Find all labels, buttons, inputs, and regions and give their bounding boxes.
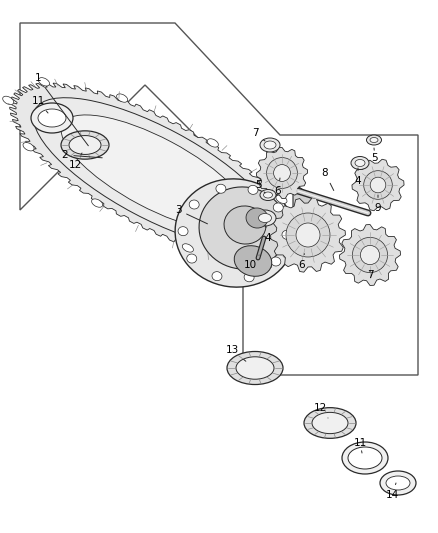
Polygon shape (271, 198, 346, 272)
Ellipse shape (312, 413, 348, 434)
Ellipse shape (175, 179, 295, 287)
Text: 7: 7 (252, 128, 265, 141)
Polygon shape (256, 148, 307, 199)
Ellipse shape (267, 158, 297, 188)
Ellipse shape (264, 192, 272, 198)
Ellipse shape (364, 171, 392, 199)
Text: 9: 9 (374, 195, 381, 213)
Text: 7: 7 (367, 270, 373, 280)
Ellipse shape (234, 246, 272, 276)
Ellipse shape (261, 260, 272, 268)
Ellipse shape (236, 357, 274, 379)
Text: 4: 4 (355, 168, 361, 186)
Ellipse shape (199, 187, 287, 269)
Text: 2: 2 (62, 150, 102, 160)
Ellipse shape (207, 139, 219, 147)
Ellipse shape (31, 103, 73, 133)
Ellipse shape (271, 257, 281, 266)
Ellipse shape (274, 165, 290, 181)
Text: 13: 13 (226, 345, 246, 361)
Ellipse shape (227, 351, 283, 384)
Ellipse shape (353, 237, 388, 272)
Ellipse shape (304, 408, 356, 438)
Text: 12: 12 (68, 153, 82, 170)
Text: 4: 4 (265, 226, 271, 243)
Ellipse shape (370, 138, 378, 142)
Ellipse shape (282, 230, 292, 239)
Ellipse shape (244, 273, 254, 282)
Ellipse shape (61, 131, 109, 159)
Ellipse shape (367, 135, 381, 145)
Polygon shape (339, 224, 400, 286)
Ellipse shape (182, 244, 194, 252)
Ellipse shape (386, 476, 410, 490)
Ellipse shape (178, 227, 188, 236)
Ellipse shape (258, 214, 272, 222)
Text: 6: 6 (299, 254, 305, 270)
Ellipse shape (33, 98, 277, 248)
Ellipse shape (276, 195, 287, 204)
Ellipse shape (246, 208, 268, 228)
Ellipse shape (254, 210, 276, 226)
Ellipse shape (61, 115, 249, 231)
Text: 10: 10 (244, 255, 259, 270)
Ellipse shape (360, 245, 380, 264)
Ellipse shape (296, 223, 320, 247)
Ellipse shape (216, 184, 226, 193)
Ellipse shape (264, 141, 276, 149)
Ellipse shape (189, 200, 199, 209)
Ellipse shape (117, 94, 128, 102)
Ellipse shape (248, 185, 258, 195)
Ellipse shape (296, 241, 307, 250)
Ellipse shape (273, 203, 283, 212)
Ellipse shape (355, 159, 365, 166)
Text: 11: 11 (353, 438, 367, 453)
Text: 5: 5 (254, 180, 265, 193)
Text: 3: 3 (175, 205, 208, 224)
Text: 11: 11 (32, 96, 48, 113)
Text: 1: 1 (35, 73, 88, 146)
Ellipse shape (212, 272, 222, 281)
Text: 5: 5 (372, 148, 378, 163)
Ellipse shape (69, 135, 101, 155)
Text: 12: 12 (313, 403, 328, 418)
Ellipse shape (187, 254, 197, 263)
Ellipse shape (3, 96, 14, 104)
Ellipse shape (39, 78, 49, 86)
Ellipse shape (224, 206, 266, 244)
Ellipse shape (92, 199, 102, 207)
Ellipse shape (342, 442, 388, 474)
Polygon shape (10, 83, 300, 263)
Text: 8: 8 (321, 168, 334, 190)
Ellipse shape (380, 471, 416, 495)
Ellipse shape (351, 157, 369, 169)
Ellipse shape (260, 190, 276, 200)
Ellipse shape (23, 142, 34, 151)
Ellipse shape (260, 138, 280, 152)
Ellipse shape (348, 447, 382, 469)
Ellipse shape (38, 109, 66, 127)
Polygon shape (352, 159, 404, 211)
Ellipse shape (286, 213, 330, 257)
Text: 14: 14 (385, 483, 399, 500)
Ellipse shape (370, 177, 386, 193)
Text: 6: 6 (275, 178, 281, 196)
Polygon shape (293, 183, 315, 255)
